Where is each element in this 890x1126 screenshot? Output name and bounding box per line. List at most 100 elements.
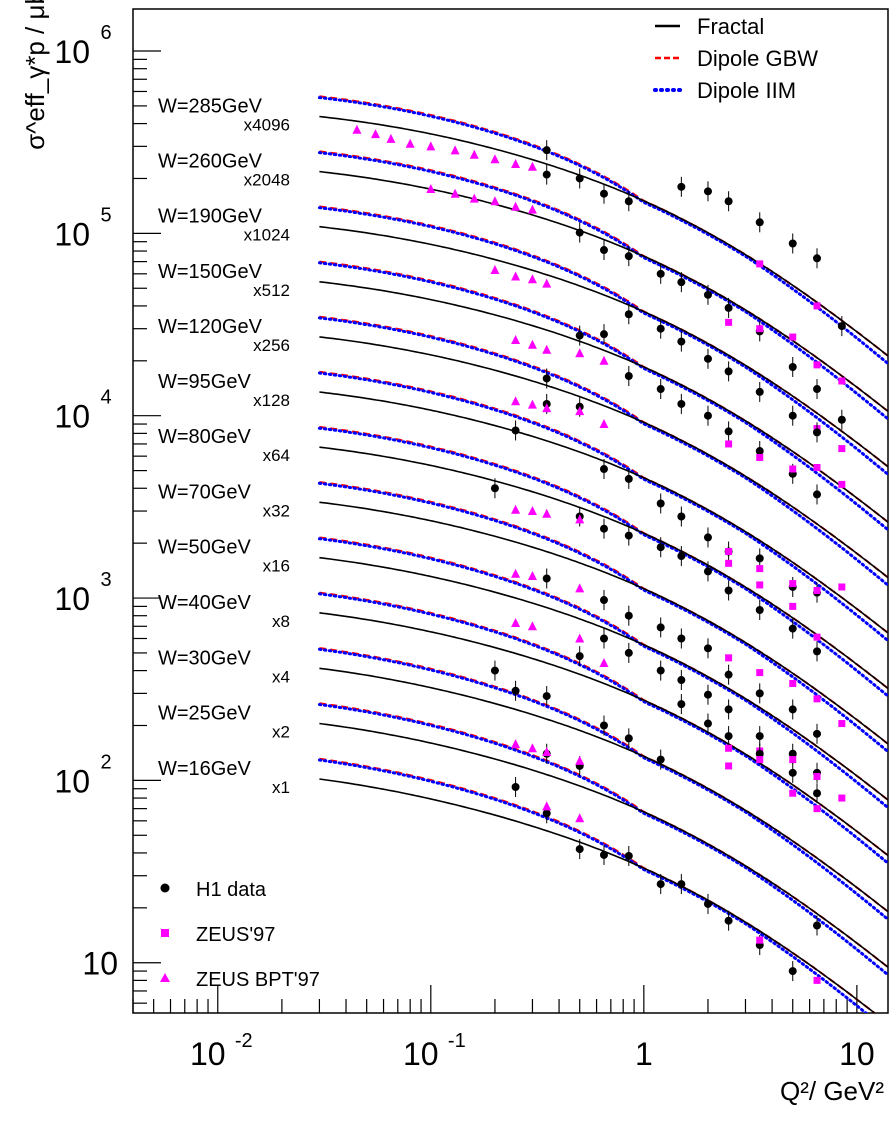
zeus97-point xyxy=(725,744,733,752)
dipole-gbw-curve xyxy=(319,536,888,801)
zeus97-point xyxy=(756,565,764,573)
series-scale-label: x4 xyxy=(272,667,290,686)
zeus-bpt97-point xyxy=(575,514,585,524)
zeus97-point xyxy=(813,805,821,813)
zeus-bpt97-point xyxy=(542,508,552,518)
h1-point xyxy=(677,552,686,561)
h1-point xyxy=(813,789,822,798)
fractal-curve xyxy=(319,556,888,801)
series-scale-label: x64 xyxy=(263,446,290,465)
h1-point xyxy=(703,567,712,576)
zeus-bpt97-point xyxy=(542,801,552,811)
y-tick-exponent: 6 xyxy=(100,22,111,44)
zeus97-point xyxy=(756,260,764,268)
series-label: W=30GeV x4 xyxy=(158,647,290,686)
zeus-bpt97-point xyxy=(542,344,552,354)
zeus-bpt97-point xyxy=(511,159,521,169)
h1-point xyxy=(755,605,764,614)
zeus-bpt97-point xyxy=(511,739,521,749)
h1-point xyxy=(599,721,608,730)
h1-point xyxy=(656,385,665,394)
zeus97-point xyxy=(813,361,821,369)
zeus-bpt97-point xyxy=(450,188,460,198)
h1-point xyxy=(624,252,633,261)
legend-top-entry: Dipole IIM xyxy=(653,78,796,103)
y-axis-title: σ^eff_γ*p / μb xyxy=(20,0,50,150)
series-labels: W=285GeVx4096W=260GeVx2048W=190GeVx1024W… xyxy=(158,96,290,797)
h1-point xyxy=(624,611,633,620)
h1-point xyxy=(703,354,712,363)
h1-point xyxy=(490,666,499,675)
h1-point xyxy=(813,428,822,437)
legend-top-label: Dipole GBW xyxy=(697,46,818,71)
zeus-bpt97-point xyxy=(599,419,609,429)
zeus97-point xyxy=(756,325,764,333)
dipole-iim-curve xyxy=(317,537,888,810)
dipole-iim-curve xyxy=(317,151,888,421)
fractal-curve xyxy=(319,170,888,412)
h1-point xyxy=(656,269,665,278)
h1-point xyxy=(599,850,608,859)
h1-point xyxy=(788,768,797,777)
y-tick-base: 10 xyxy=(82,946,118,982)
h1-point xyxy=(788,239,797,248)
zeus-bpt97-point xyxy=(575,583,585,593)
h1-point xyxy=(813,647,822,656)
h1-point xyxy=(755,689,764,698)
h1-point xyxy=(490,484,499,493)
series-label: W=80GeV x64 xyxy=(158,426,290,465)
h1-point xyxy=(677,676,686,685)
zeus97-point xyxy=(838,583,846,591)
x-tick-label: 10 xyxy=(839,1036,875,1072)
h1-point xyxy=(724,197,733,206)
legends: Fractal Dipole GBW Dipole IIM H1 data ZEUS'9… xyxy=(160,14,818,991)
y-tick-exponent: 2 xyxy=(100,751,111,773)
h1-point xyxy=(703,690,712,699)
h1-point xyxy=(755,732,764,741)
h1-point xyxy=(542,374,551,383)
h1-point xyxy=(724,427,733,436)
h1-point xyxy=(788,705,797,714)
legend-bottom-entry: ZEUS'97 xyxy=(161,924,275,946)
x-tick-label: 10 -2 xyxy=(190,1030,253,1072)
x-tick-base: 1 xyxy=(635,1036,653,1072)
zeus-bpt97-point xyxy=(490,154,500,164)
h1-point xyxy=(575,652,584,661)
zeus-bpt97-point xyxy=(575,348,585,358)
data-points xyxy=(352,124,846,984)
series-scale-label: x256 xyxy=(253,336,290,355)
h1-point xyxy=(724,367,733,376)
zeus-bpt97-point xyxy=(490,264,500,274)
h1-point xyxy=(755,218,764,227)
series-scale-label: x8 xyxy=(272,612,290,631)
zeus97-point xyxy=(838,794,846,802)
h1-point xyxy=(788,749,797,758)
h1-point xyxy=(542,692,551,701)
h1-point xyxy=(813,254,822,263)
zeus97-point xyxy=(789,789,797,797)
x-tick-base: 10 xyxy=(839,1036,875,1072)
series-scale-label: x1 xyxy=(272,778,290,797)
dipole-iim-curve xyxy=(317,758,869,1013)
zeus-bpt97-point xyxy=(527,571,537,581)
zeus-bpt97-point xyxy=(542,278,552,288)
series-w-label: W=70GeV xyxy=(158,481,251,503)
h1-point xyxy=(724,586,733,595)
zeus-bpt97-point xyxy=(527,339,537,349)
zeus97-point xyxy=(838,377,846,385)
h1-point xyxy=(677,337,686,346)
legend-top-entry: Dipole GBW xyxy=(655,46,818,71)
h1-point xyxy=(755,554,764,563)
zeus97-point xyxy=(813,302,821,310)
fractal-curve xyxy=(319,667,888,913)
dipole-iim-curve xyxy=(317,481,888,754)
h1-point xyxy=(755,447,764,456)
zeus-bpt97-point xyxy=(527,274,537,284)
zeus-bpt97-point xyxy=(575,633,585,643)
h1-point xyxy=(599,246,608,255)
zeus-bpt97-point xyxy=(370,129,380,139)
h1-point xyxy=(724,705,733,714)
h1-point xyxy=(656,623,665,632)
